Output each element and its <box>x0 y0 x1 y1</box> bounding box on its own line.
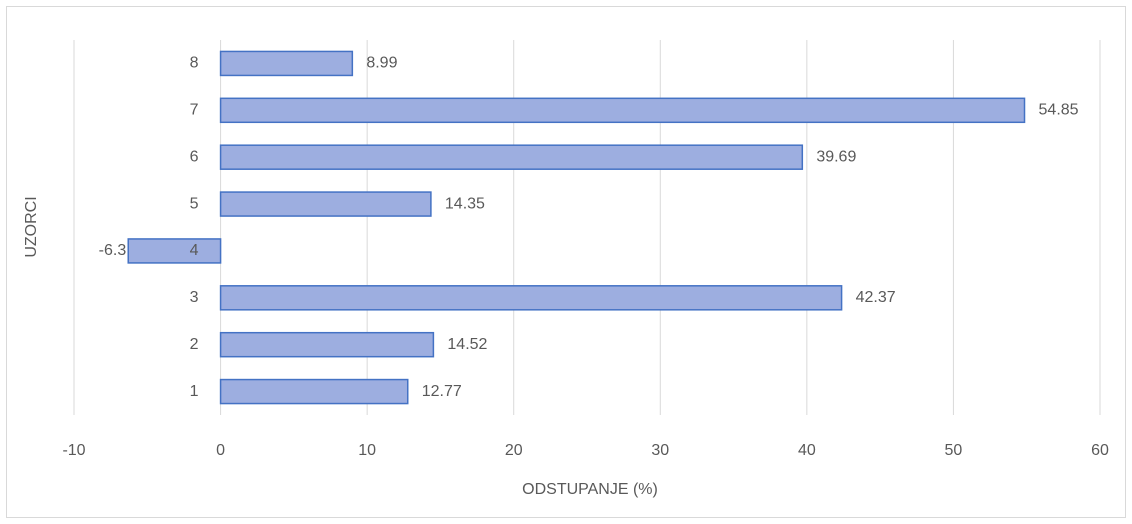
bar <box>219 144 804 170</box>
bar <box>219 50 354 77</box>
y-tick-label: 5 <box>190 195 199 212</box>
bar <box>127 238 222 264</box>
data-label: 14.35 <box>445 195 485 212</box>
x-tick-label: 20 <box>505 442 523 459</box>
bar <box>219 191 432 217</box>
x-tick-label: 10 <box>358 442 376 459</box>
data-label: 39.69 <box>816 148 856 165</box>
bar <box>219 378 409 405</box>
x-tick-label: -10 <box>62 442 85 459</box>
y-tick-label: 1 <box>190 383 199 400</box>
data-label: 14.52 <box>447 336 487 353</box>
x-tick-label: 30 <box>651 442 669 459</box>
y-tick-label: 8 <box>190 55 199 72</box>
x-tick-label: 40 <box>798 442 816 459</box>
x-axis-label: ODSTUPANJE (%) <box>522 481 658 498</box>
x-tick-label: 0 <box>216 442 225 459</box>
x-tick-label: 50 <box>945 442 963 459</box>
bar <box>219 97 1026 124</box>
data-label: -6.3 <box>99 242 127 259</box>
data-label: 54.85 <box>1039 102 1079 119</box>
y-tick-label: 4 <box>190 242 199 259</box>
bar <box>219 285 843 311</box>
y-axis-label: UZORCI <box>23 196 40 257</box>
bar <box>219 331 435 358</box>
y-tick-label: 6 <box>190 148 199 165</box>
data-label: 12.77 <box>422 383 462 400</box>
y-tick-label: 3 <box>190 289 199 306</box>
y-tick-label: 7 <box>190 102 199 119</box>
data-label: 42.37 <box>856 289 896 306</box>
data-label: 8.99 <box>366 55 397 72</box>
x-tick-label: 60 <box>1091 442 1109 459</box>
y-tick-label: 2 <box>190 336 199 353</box>
